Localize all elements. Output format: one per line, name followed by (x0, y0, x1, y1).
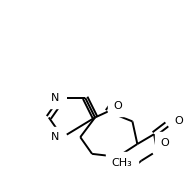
Text: CH₃: CH₃ (111, 158, 132, 168)
Text: N: N (51, 132, 59, 142)
Text: O: O (174, 116, 183, 126)
Text: O: O (160, 138, 169, 148)
Text: N: N (51, 93, 59, 103)
Text: O: O (113, 101, 122, 111)
